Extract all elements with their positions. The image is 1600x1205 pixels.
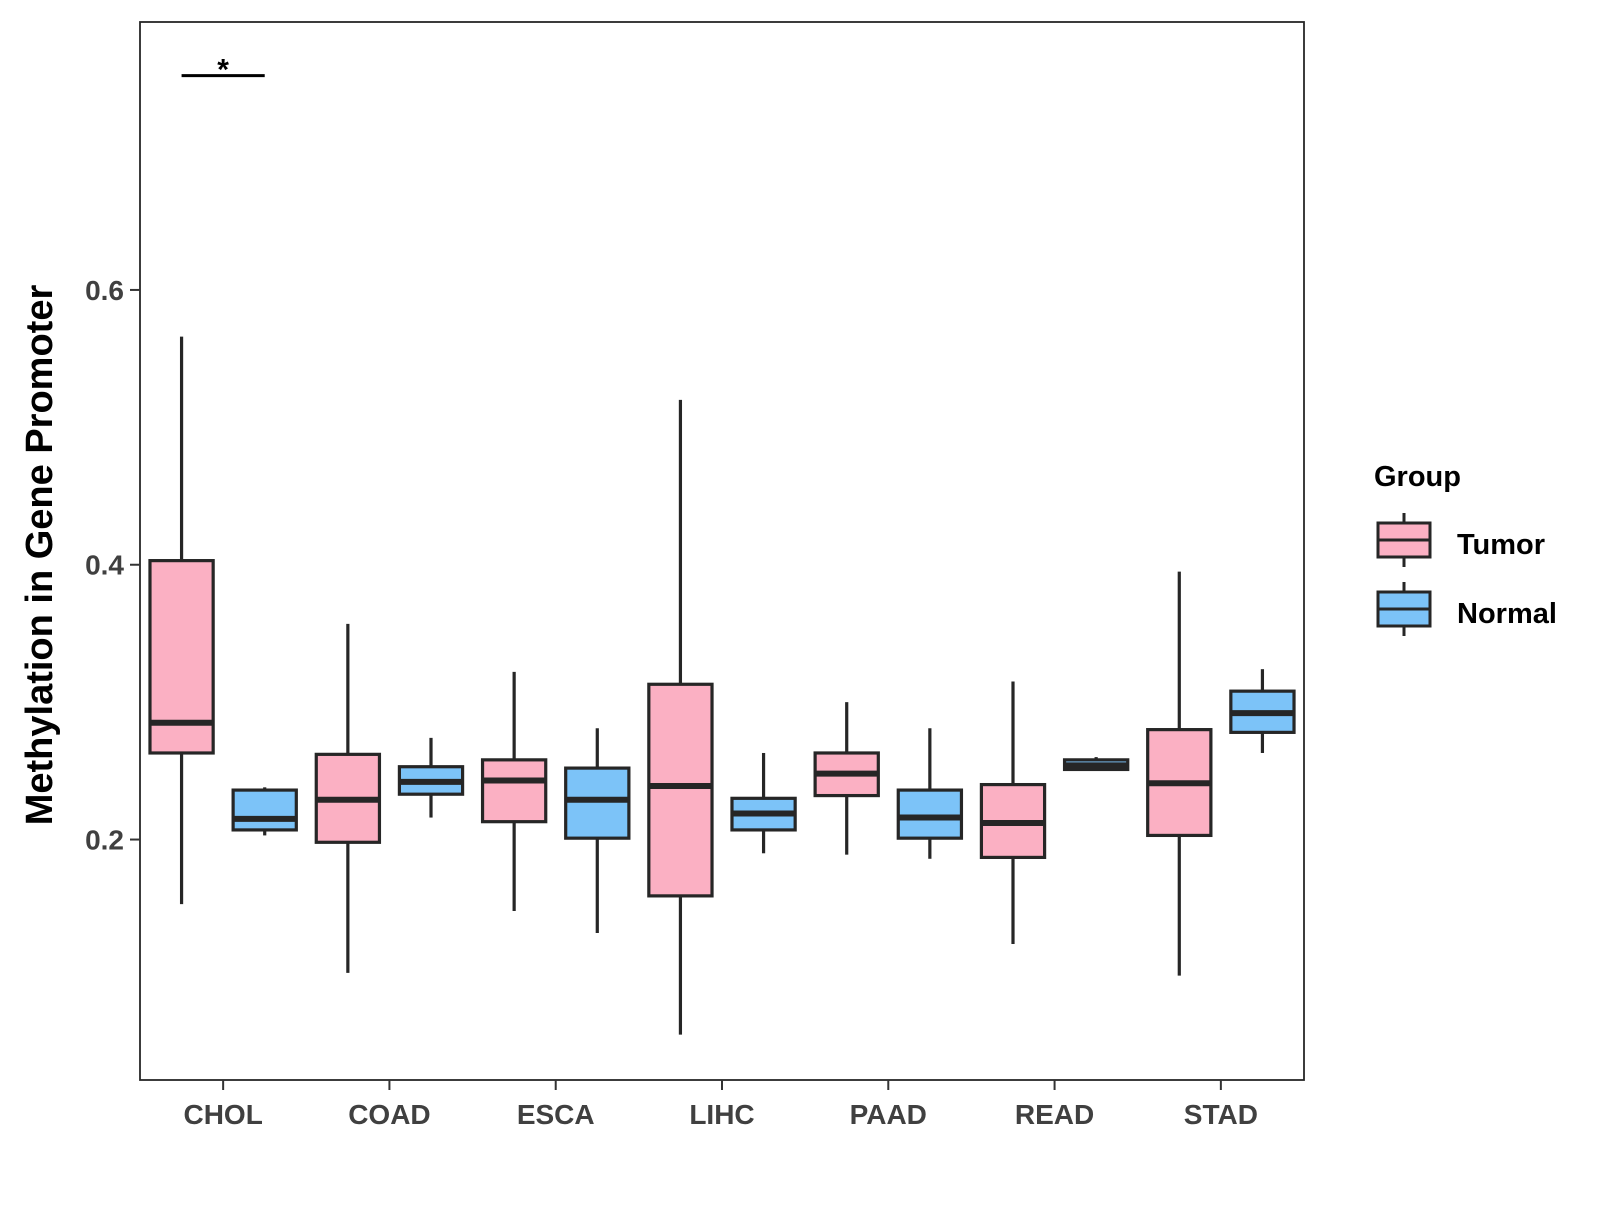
legend-title: Group [1374, 461, 1461, 493]
legend-label-tumor: Tumor [1457, 529, 1545, 561]
y-tick-label-1: 0.4 [85, 550, 124, 581]
legend: Group Tumor Normal [1374, 461, 1557, 630]
x-tick-label-read: READ [1015, 1099, 1094, 1130]
box-paad-normal [896, 788, 964, 840]
box-lihc-tumor [647, 682, 714, 898]
x-tick-label-paad: PAAD [850, 1099, 927, 1130]
x-tick-label-lihc: LIHC [689, 1099, 754, 1130]
x-tick-label-stad: STAD [1184, 1099, 1258, 1130]
x-tick-label-chol: CHOL [183, 1099, 262, 1130]
legend-label-normal: Normal [1457, 598, 1557, 630]
significance-star-0: * [217, 54, 229, 87]
box-esca-tumor [480, 758, 548, 824]
plot-panel-border [139, 21, 1305, 1081]
y-tick-label-2: 0.6 [85, 275, 124, 306]
marks-layer: 0.2 0.4 0.6 CHOL COAD ESCA LIHC PAAD READ STAD * [85, 21, 1432, 1130]
y-tick-label-0: 0.2 [85, 825, 124, 856]
x-tick-label-esca: ESCA [517, 1099, 595, 1130]
box-chol-normal [231, 788, 298, 832]
y-axis-title: Methylation in Gene Promoter [19, 285, 61, 826]
box-esca-normal [564, 766, 631, 840]
x-tick-label-coad: COAD [348, 1099, 430, 1130]
